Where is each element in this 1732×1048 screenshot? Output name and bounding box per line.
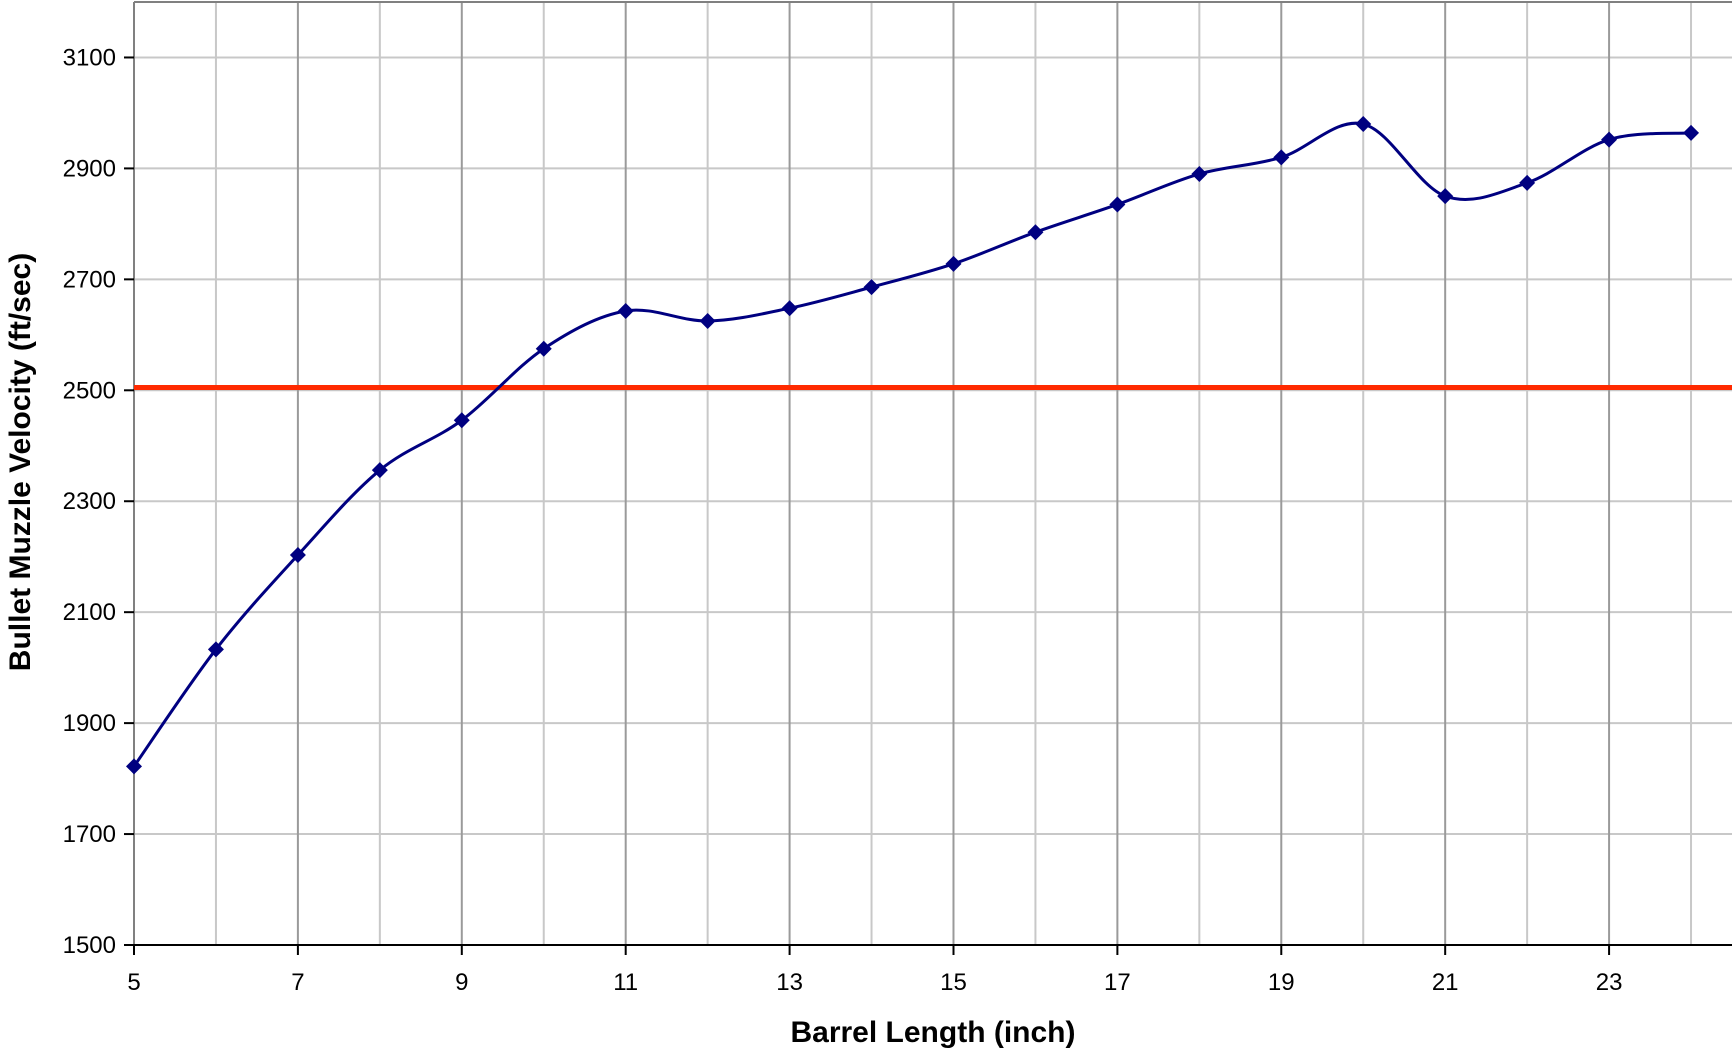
data-point-marker (1273, 149, 1290, 166)
data-point-marker (699, 312, 716, 329)
data-point-marker (1519, 174, 1536, 191)
data-point-marker (1437, 188, 1454, 205)
y-tick-label: 1500 (63, 932, 116, 959)
x-tick-label: 13 (776, 969, 803, 996)
x-axis-title: Barrel Length (inch) (790, 1016, 1075, 1048)
x-tick-label: 17 (1104, 969, 1131, 996)
x-tick-label: 15 (940, 969, 967, 996)
y-axis-title: Bullet Muzzle Velocity (ft/sec) (4, 253, 37, 671)
y-tick-label: 2300 (63, 488, 116, 515)
data-point-marker (289, 547, 306, 564)
y-tick-label: 1700 (63, 821, 116, 848)
x-tick-label: 23 (1596, 969, 1623, 996)
plot-frame (133, 1, 1732, 946)
data-point-marker (1191, 165, 1208, 182)
data-point-marker (535, 340, 552, 357)
x-tick-label: 7 (291, 969, 304, 996)
y-tick-label: 2700 (63, 266, 116, 293)
data-point-marker (863, 279, 880, 296)
y-tick-label: 1900 (63, 710, 116, 737)
data-point-marker (781, 300, 798, 317)
data-point-marker (1027, 224, 1044, 241)
x-tick-label: 5 (127, 969, 140, 996)
y-tick-label: 2500 (63, 377, 116, 404)
data-point-marker (453, 412, 470, 429)
data-point-marker (1355, 116, 1372, 133)
data-point-marker (371, 462, 388, 479)
data-point-marker (1601, 131, 1618, 148)
data-point-marker (126, 758, 142, 775)
series-layer (126, 116, 1700, 775)
gridlines (134, 2, 1732, 945)
y-tick-label: 2100 (63, 599, 116, 626)
data-point-marker (617, 302, 634, 319)
data-point-marker (1109, 196, 1126, 213)
y-tick-label: 3100 (63, 44, 116, 71)
x-tick-label: 21 (1432, 969, 1459, 996)
y-tick-label: 2900 (63, 155, 116, 182)
x-tick-label: 19 (1268, 969, 1295, 996)
data-point-marker (207, 641, 224, 658)
x-tick-label: 9 (455, 969, 468, 996)
series-line (132, 121, 1692, 768)
data-point-marker (1683, 124, 1700, 141)
x-tick-label: 11 (613, 969, 638, 996)
tick-labels: 1500 1700 1900 2100 2300 2500 2700 2900 3100 5 7 9 1… (63, 44, 1623, 996)
data-point-marker (945, 255, 962, 272)
